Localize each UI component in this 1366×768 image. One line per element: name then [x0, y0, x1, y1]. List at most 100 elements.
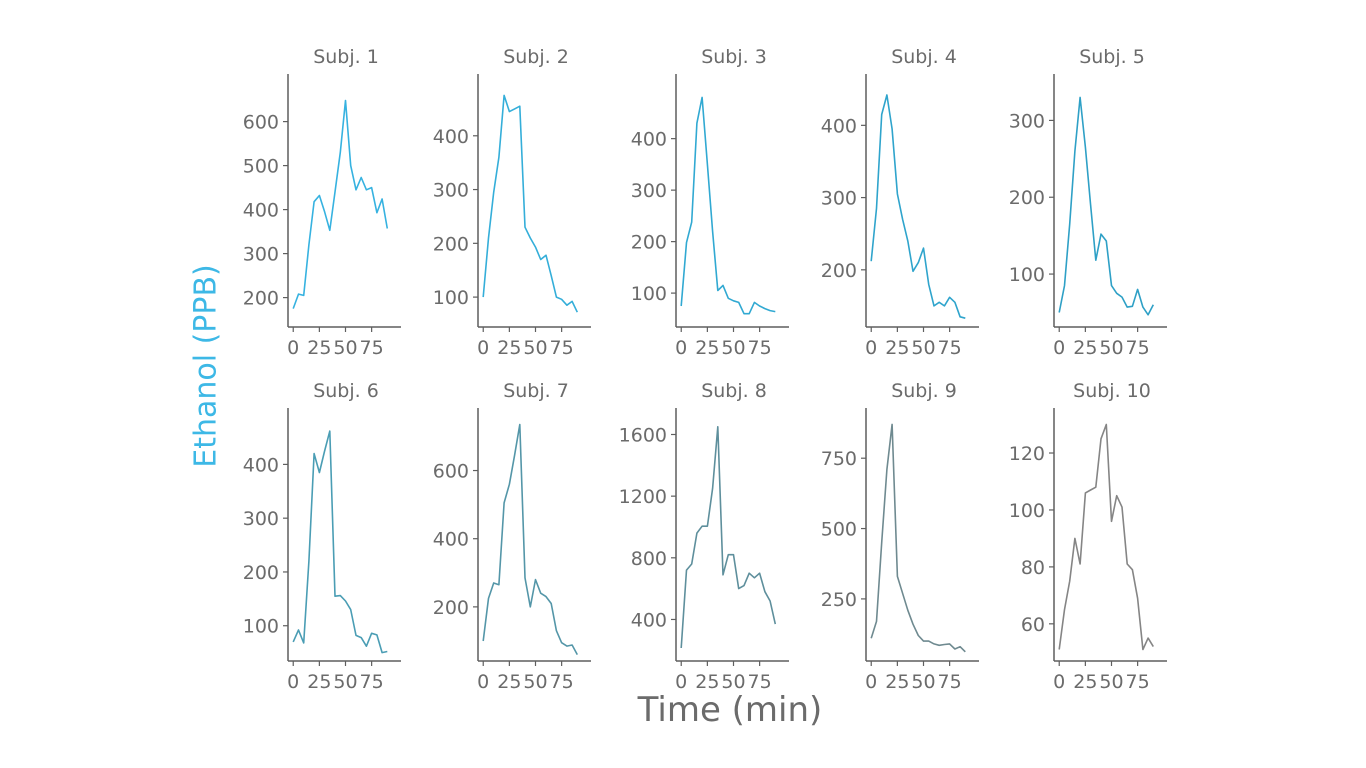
- panel-title: Subj. 4: [891, 46, 957, 68]
- x-tick-label: 0: [865, 671, 877, 693]
- y-tick-label: 120: [1009, 443, 1045, 465]
- x-tick-label: 25: [695, 337, 719, 359]
- x-tick-label: 25: [307, 671, 331, 693]
- series-line: [292, 99, 389, 309]
- y-tick-label: 60: [1021, 614, 1045, 636]
- x-tick-label: 75: [1126, 337, 1150, 359]
- x-tick-label: 0: [675, 671, 687, 693]
- y-tick-label: 400: [631, 129, 667, 151]
- series-line: [1058, 423, 1154, 651]
- y-tick-label: 500: [821, 519, 857, 541]
- x-tick-label: 0: [477, 337, 489, 359]
- y-tick-label: 200: [821, 260, 857, 282]
- x-tick-label: 75: [938, 337, 962, 359]
- panel-subj-8: Subj. 8 400 800 1200 1600 0 25 50 75: [619, 380, 789, 693]
- panel-subj-10: Subj. 10 60 80 100 120 0 25 50 75: [1009, 380, 1167, 693]
- y-tick-label: 300: [631, 180, 667, 202]
- x-tick-label: 50: [333, 337, 357, 359]
- x-tick-label: 25: [695, 671, 719, 693]
- y-tick-label: 200: [631, 232, 667, 254]
- y-axis-label: Ethanol (PPB): [188, 264, 224, 468]
- y-tick-label: 500: [243, 156, 279, 178]
- series-line: [870, 423, 966, 653]
- y-tick-label: 200: [433, 597, 469, 619]
- x-tick-label: 50: [523, 337, 547, 359]
- y-tick-label: 200: [433, 233, 469, 255]
- y-tick-label: 200: [243, 562, 279, 584]
- series-line: [482, 423, 579, 655]
- x-tick-label: 75: [748, 671, 772, 693]
- y-tick-label: 300: [1009, 110, 1045, 132]
- panel-title: Subj. 7: [503, 380, 569, 402]
- panel-subj-3: Subj. 3 100 200 300 400 0 25 50 75: [631, 46, 789, 359]
- x-tick-label: 0: [287, 671, 299, 693]
- panel-title: Subj. 2: [503, 46, 569, 68]
- panel-subj-7: Subj. 7 200 400 600 0 25 50 75: [433, 380, 591, 693]
- x-tick-label: 75: [360, 337, 384, 359]
- y-tick-label: 300: [243, 244, 279, 266]
- x-tick-label: 25: [885, 671, 909, 693]
- y-tick-label: 300: [243, 508, 279, 530]
- x-tick-label: 25: [1073, 337, 1097, 359]
- y-tick-label: 600: [433, 461, 469, 483]
- x-tick-label: 0: [287, 337, 299, 359]
- x-tick-label: 50: [1099, 337, 1123, 359]
- x-tick-label: 0: [865, 337, 877, 359]
- panel-title: Subj. 9: [891, 380, 957, 402]
- panel-title: Subj. 6: [313, 380, 379, 402]
- x-tick-label: 25: [885, 337, 909, 359]
- panel-title: Subj. 3: [701, 46, 767, 68]
- x-tick-label: 50: [911, 671, 935, 693]
- y-tick-label: 1600: [619, 424, 667, 446]
- x-tick-label: 25: [497, 337, 521, 359]
- y-tick-label: 400: [243, 454, 279, 476]
- x-tick-label: 50: [721, 337, 745, 359]
- x-tick-label: 75: [748, 337, 772, 359]
- x-tick-label: 50: [1099, 671, 1123, 693]
- series-line: [292, 430, 388, 654]
- x-tick-label: 25: [1073, 671, 1097, 693]
- panel-subj-9: Subj. 9 250 500 750 0 25 50 75: [821, 380, 979, 693]
- series-line: [1058, 96, 1155, 316]
- y-tick-label: 400: [433, 529, 469, 551]
- series-line: [680, 96, 776, 315]
- x-tick-label: 75: [938, 671, 962, 693]
- panel-title: Subj. 10: [1073, 380, 1151, 402]
- y-tick-label: 400: [243, 200, 279, 222]
- y-tick-label: 200: [243, 288, 279, 310]
- panel-subj-1: Subj. 1 200 300 400 500 600 0 25 50 75: [243, 46, 401, 359]
- x-tick-label: 50: [721, 671, 745, 693]
- y-tick-label: 100: [1009, 264, 1045, 286]
- panel-title: Subj. 8: [701, 380, 767, 402]
- panel-title: Subj. 1: [313, 46, 379, 68]
- x-tick-label: 0: [1053, 337, 1065, 359]
- y-tick-label: 100: [631, 283, 667, 305]
- y-tick-label: 250: [821, 589, 857, 611]
- y-tick-label: 100: [1009, 500, 1045, 522]
- x-tick-label: 0: [675, 337, 687, 359]
- y-tick-label: 300: [433, 180, 469, 202]
- x-tick-label: 50: [911, 337, 935, 359]
- x-tick-label: 0: [1053, 671, 1065, 693]
- y-tick-label: 100: [243, 616, 279, 638]
- x-tick-label: 75: [1126, 671, 1150, 693]
- y-tick-label: 1200: [619, 486, 667, 508]
- x-tick-label: 25: [497, 671, 521, 693]
- x-tick-label: 75: [360, 671, 384, 693]
- y-tick-label: 100: [433, 287, 469, 309]
- x-tick-label: 50: [523, 671, 547, 693]
- series-line: [680, 425, 777, 649]
- y-tick-label: 800: [631, 548, 667, 570]
- panel-title: Subj. 5: [1079, 46, 1145, 68]
- x-tick-label: 75: [550, 337, 574, 359]
- y-tick-label: 600: [243, 112, 279, 134]
- y-tick-label: 750: [821, 448, 857, 470]
- y-tick-label: 400: [433, 126, 469, 148]
- series-line: [870, 94, 966, 319]
- x-tick-label: 75: [550, 671, 574, 693]
- y-tick-label: 400: [631, 609, 667, 631]
- y-tick-label: 80: [1021, 557, 1045, 579]
- panel-subj-2: Subj. 2 100 200 300 400 0 25 50 75: [433, 46, 591, 359]
